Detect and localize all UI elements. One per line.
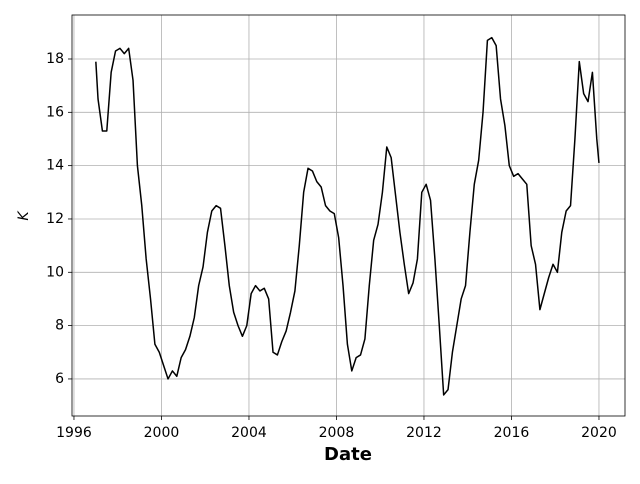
x-axis-label: Date	[324, 444, 372, 465]
y-tick-label: 8	[55, 318, 64, 334]
y-tick-label: 16	[46, 104, 64, 120]
y-tick-label: 10	[46, 264, 64, 280]
y-tick-label: 18	[46, 51, 64, 67]
y-tick-label: 12	[46, 211, 64, 227]
x-tick-label: 1996	[56, 425, 92, 441]
x-tick-label: 2000	[144, 425, 180, 441]
x-tick-label: 2004	[231, 425, 267, 441]
y-axis-label: K	[16, 210, 32, 221]
x-tick-label: 2020	[581, 425, 617, 441]
y-tick-label: 6	[55, 371, 64, 387]
x-tick-label: 2016	[494, 425, 530, 441]
plot-frame	[71, 14, 626, 417]
x-tick-label: 2008	[319, 425, 355, 441]
y-tick-label: 14	[46, 158, 64, 174]
x-tick-label: 2012	[406, 425, 442, 441]
data-line	[95, 36, 600, 396]
